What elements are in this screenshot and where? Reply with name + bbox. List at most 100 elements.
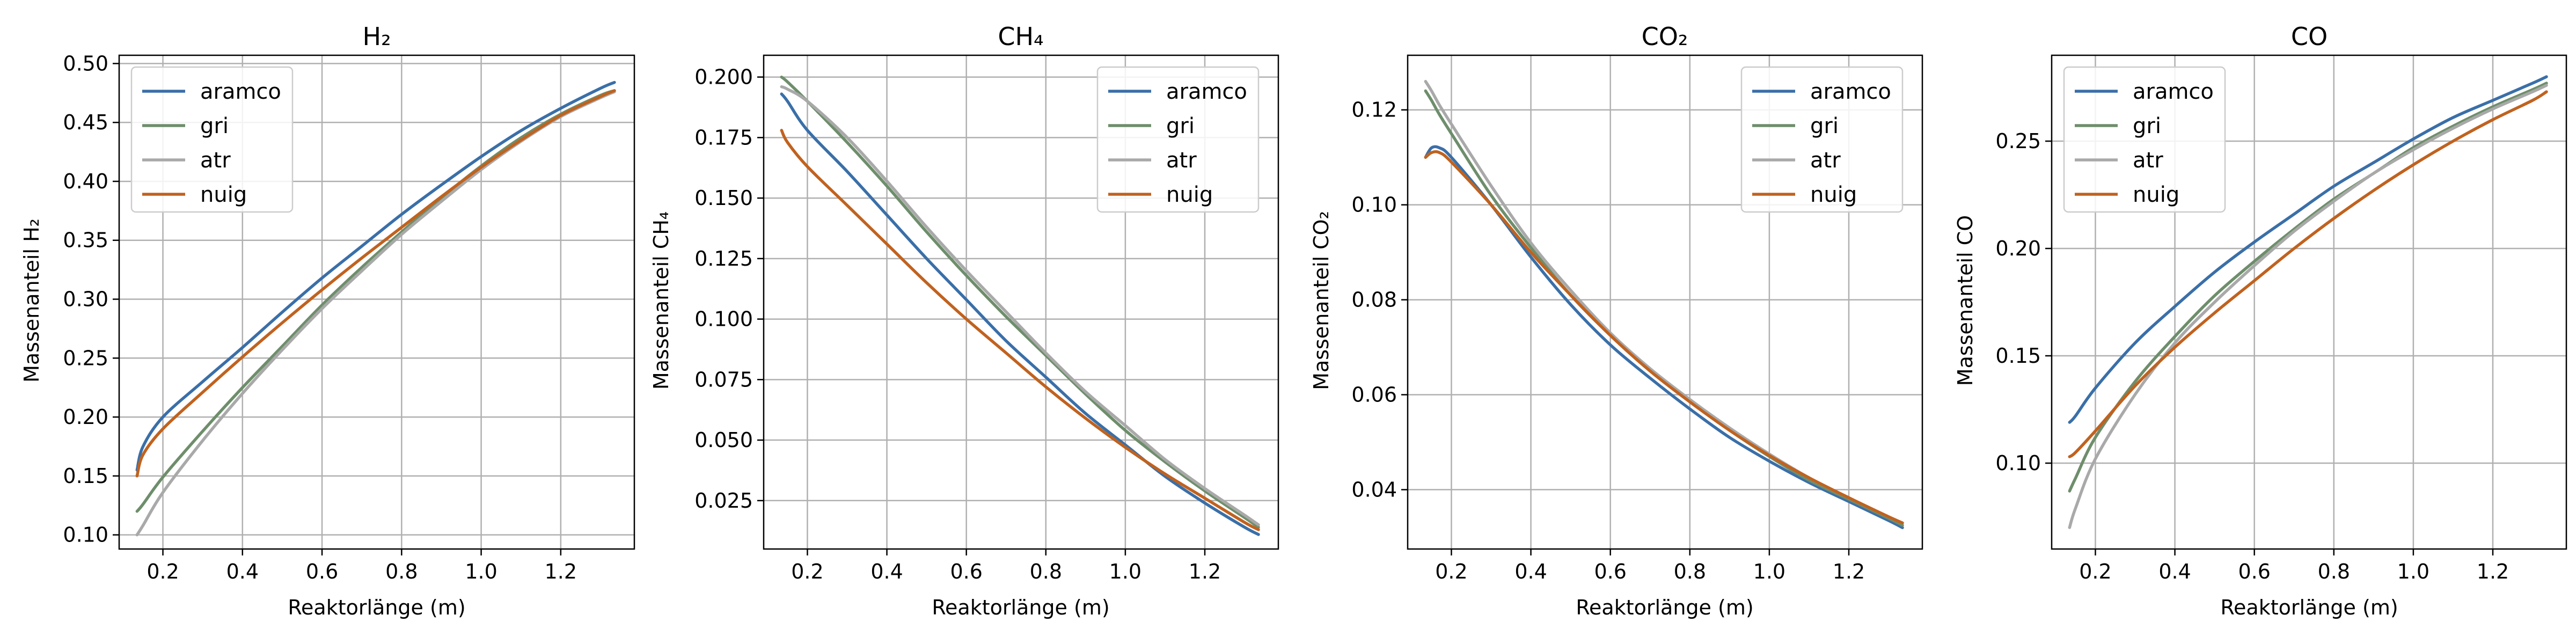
y-tick-label: 0.06 <box>1351 383 1397 407</box>
legend: aramco gri atr nuig <box>130 66 294 213</box>
series-line-nuig <box>135 89 616 478</box>
series-line-gri <box>135 89 616 513</box>
x-tick-label: 0.6 <box>2238 560 2270 583</box>
subplot-title: CO₂ <box>1642 22 1688 51</box>
series-line-aramco <box>780 92 1260 536</box>
y-tick-label: 0.25 <box>63 346 108 370</box>
y-axis-label: Massenanteil H₂ <box>20 218 43 383</box>
y-tick-label: 0.20 <box>1995 237 2041 260</box>
x-tick-label: 0.8 <box>1674 560 1706 583</box>
legend-box <box>130 66 294 213</box>
y-tick-label: 0.25 <box>1995 129 2041 153</box>
series-line-atr <box>2068 84 2548 529</box>
subplot-title: CH₄ <box>998 22 1043 51</box>
y-tick-label: 0.15 <box>63 464 108 488</box>
legend-label-nuig: nuig <box>1166 182 1213 207</box>
x-tick-label: 0.4 <box>870 560 903 583</box>
x-tick-label: 1.2 <box>545 560 577 583</box>
x-tick-label: 0.6 <box>1594 560 1626 583</box>
x-tick-label: 0.8 <box>1030 560 1062 583</box>
y-tick-label: 0.08 <box>1351 288 1397 312</box>
x-tick-label: 1.0 <box>465 560 497 583</box>
legend-label-nuig: nuig <box>2133 182 2179 207</box>
legend-box <box>2063 66 2226 213</box>
series-line-atr <box>780 85 1260 526</box>
y-axis-label: Massenanteil CH₄ <box>649 211 673 390</box>
y-tick-label: 0.100 <box>694 308 753 331</box>
y-tick-label: 0.050 <box>694 428 753 452</box>
x-tick-label: 1.2 <box>2477 560 2509 583</box>
x-tick-label: 0.4 <box>226 560 259 583</box>
y-tick-label: 0.12 <box>1351 98 1397 122</box>
y-axis-label: Massenanteil CO₂ <box>1309 211 1333 390</box>
axes-frame <box>118 54 635 550</box>
x-tick-label: 0.8 <box>2318 560 2350 583</box>
subplot-title: H₂ <box>362 22 391 51</box>
y-tick-label: 0.10 <box>1995 451 2041 475</box>
legend-label-atr: atr <box>2133 148 2163 173</box>
series-line-aramco <box>135 80 616 472</box>
subplot-title: CO <box>2291 22 2328 51</box>
y-tick-label: 0.35 <box>63 229 108 252</box>
y-tick-label: 0.200 <box>694 65 753 89</box>
subplot-co: CO Reaktorlänge (m) Massenanteil CO 0.2 0… <box>1953 22 2567 619</box>
x-tick-label: 0.6 <box>950 560 982 583</box>
legend: aramco gri atr nuig <box>1740 66 1904 213</box>
series-group <box>780 75 1260 536</box>
y-tick-label: 0.10 <box>1351 193 1397 217</box>
x-tick-label: 1.2 <box>1189 560 1221 583</box>
legend-box <box>1740 66 1904 213</box>
x-tick-label: 1.0 <box>1109 560 1141 583</box>
y-tick-label: 0.175 <box>694 126 753 149</box>
y-tick-label: 0.125 <box>694 247 753 270</box>
series-line-aramco <box>1424 145 1904 529</box>
x-tick-label: 0.6 <box>306 560 338 583</box>
series-line-aramco <box>2068 75 2548 424</box>
axes-frame <box>2051 54 2567 550</box>
y-tick-label: 0.150 <box>694 186 753 210</box>
x-tick-label: 0.2 <box>2079 560 2111 583</box>
axes-frame <box>1407 54 1923 550</box>
legend-label-gri: gri <box>200 114 229 138</box>
legend: aramco gri atr nuig <box>1096 66 1260 213</box>
legend-label-gri: gri <box>2133 114 2161 138</box>
legend-label-gri: gri <box>1810 114 1839 138</box>
legend-label-atr: atr <box>200 148 231 173</box>
x-tick-label: 1.2 <box>1833 560 1865 583</box>
legend-box <box>1096 66 1260 213</box>
y-tick-label: 0.075 <box>694 368 753 391</box>
subplot-co2: CO₂ Reaktorlänge (m) Massenanteil CO₂ 0.… <box>1309 22 1923 619</box>
x-tick-label: 0.8 <box>385 560 418 583</box>
legend-label-gri: gri <box>1166 114 1195 138</box>
subplot-h2: H₂ Reaktorlänge (m) Massenanteil H₂ 0.2 0… <box>20 22 635 619</box>
series-line-nuig <box>2068 90 2548 458</box>
x-tick-label: 0.2 <box>147 560 179 583</box>
y-tick-label: 0.20 <box>63 405 108 429</box>
legend: aramco gri atr nuig <box>2063 66 2226 213</box>
y-tick-label: 0.40 <box>63 170 108 193</box>
legend-label-atr: atr <box>1166 148 1197 173</box>
y-tick-label: 0.04 <box>1351 478 1397 501</box>
subplot-ch4: CH₄ Reaktorlänge (m) Massenanteil CH₄ 0.… <box>649 22 1279 619</box>
series-line-nuig <box>780 129 1260 531</box>
x-tick-label: 0.2 <box>791 560 823 583</box>
x-axis-label: Reaktorlänge (m) <box>932 596 1109 619</box>
x-axis-label: Reaktorlänge (m) <box>1576 596 1753 619</box>
legend-label-aramco: aramco <box>1810 79 1891 104</box>
legend-label-aramco: aramco <box>200 79 281 104</box>
x-tick-label: 0.4 <box>2158 560 2191 583</box>
y-tick-label: 0.10 <box>63 523 108 547</box>
x-tick-label: 1.0 <box>1753 560 1785 583</box>
series-group <box>2068 75 2548 529</box>
y-axis-label: Massenanteil CO <box>1953 215 1977 386</box>
x-tick-label: 1.0 <box>2397 560 2429 583</box>
series-group <box>1424 79 1904 529</box>
series-line-nuig <box>1424 150 1904 525</box>
series-group <box>135 80 616 537</box>
x-axis-label: Reaktorlänge (m) <box>2220 596 2398 619</box>
legend-label-nuig: nuig <box>1810 182 1857 207</box>
legend-label-atr: atr <box>1810 148 1841 173</box>
y-tick-label: 0.15 <box>1995 344 2041 368</box>
y-tick-label: 0.30 <box>63 288 108 311</box>
x-axis-label: Reaktorlänge (m) <box>288 596 465 619</box>
